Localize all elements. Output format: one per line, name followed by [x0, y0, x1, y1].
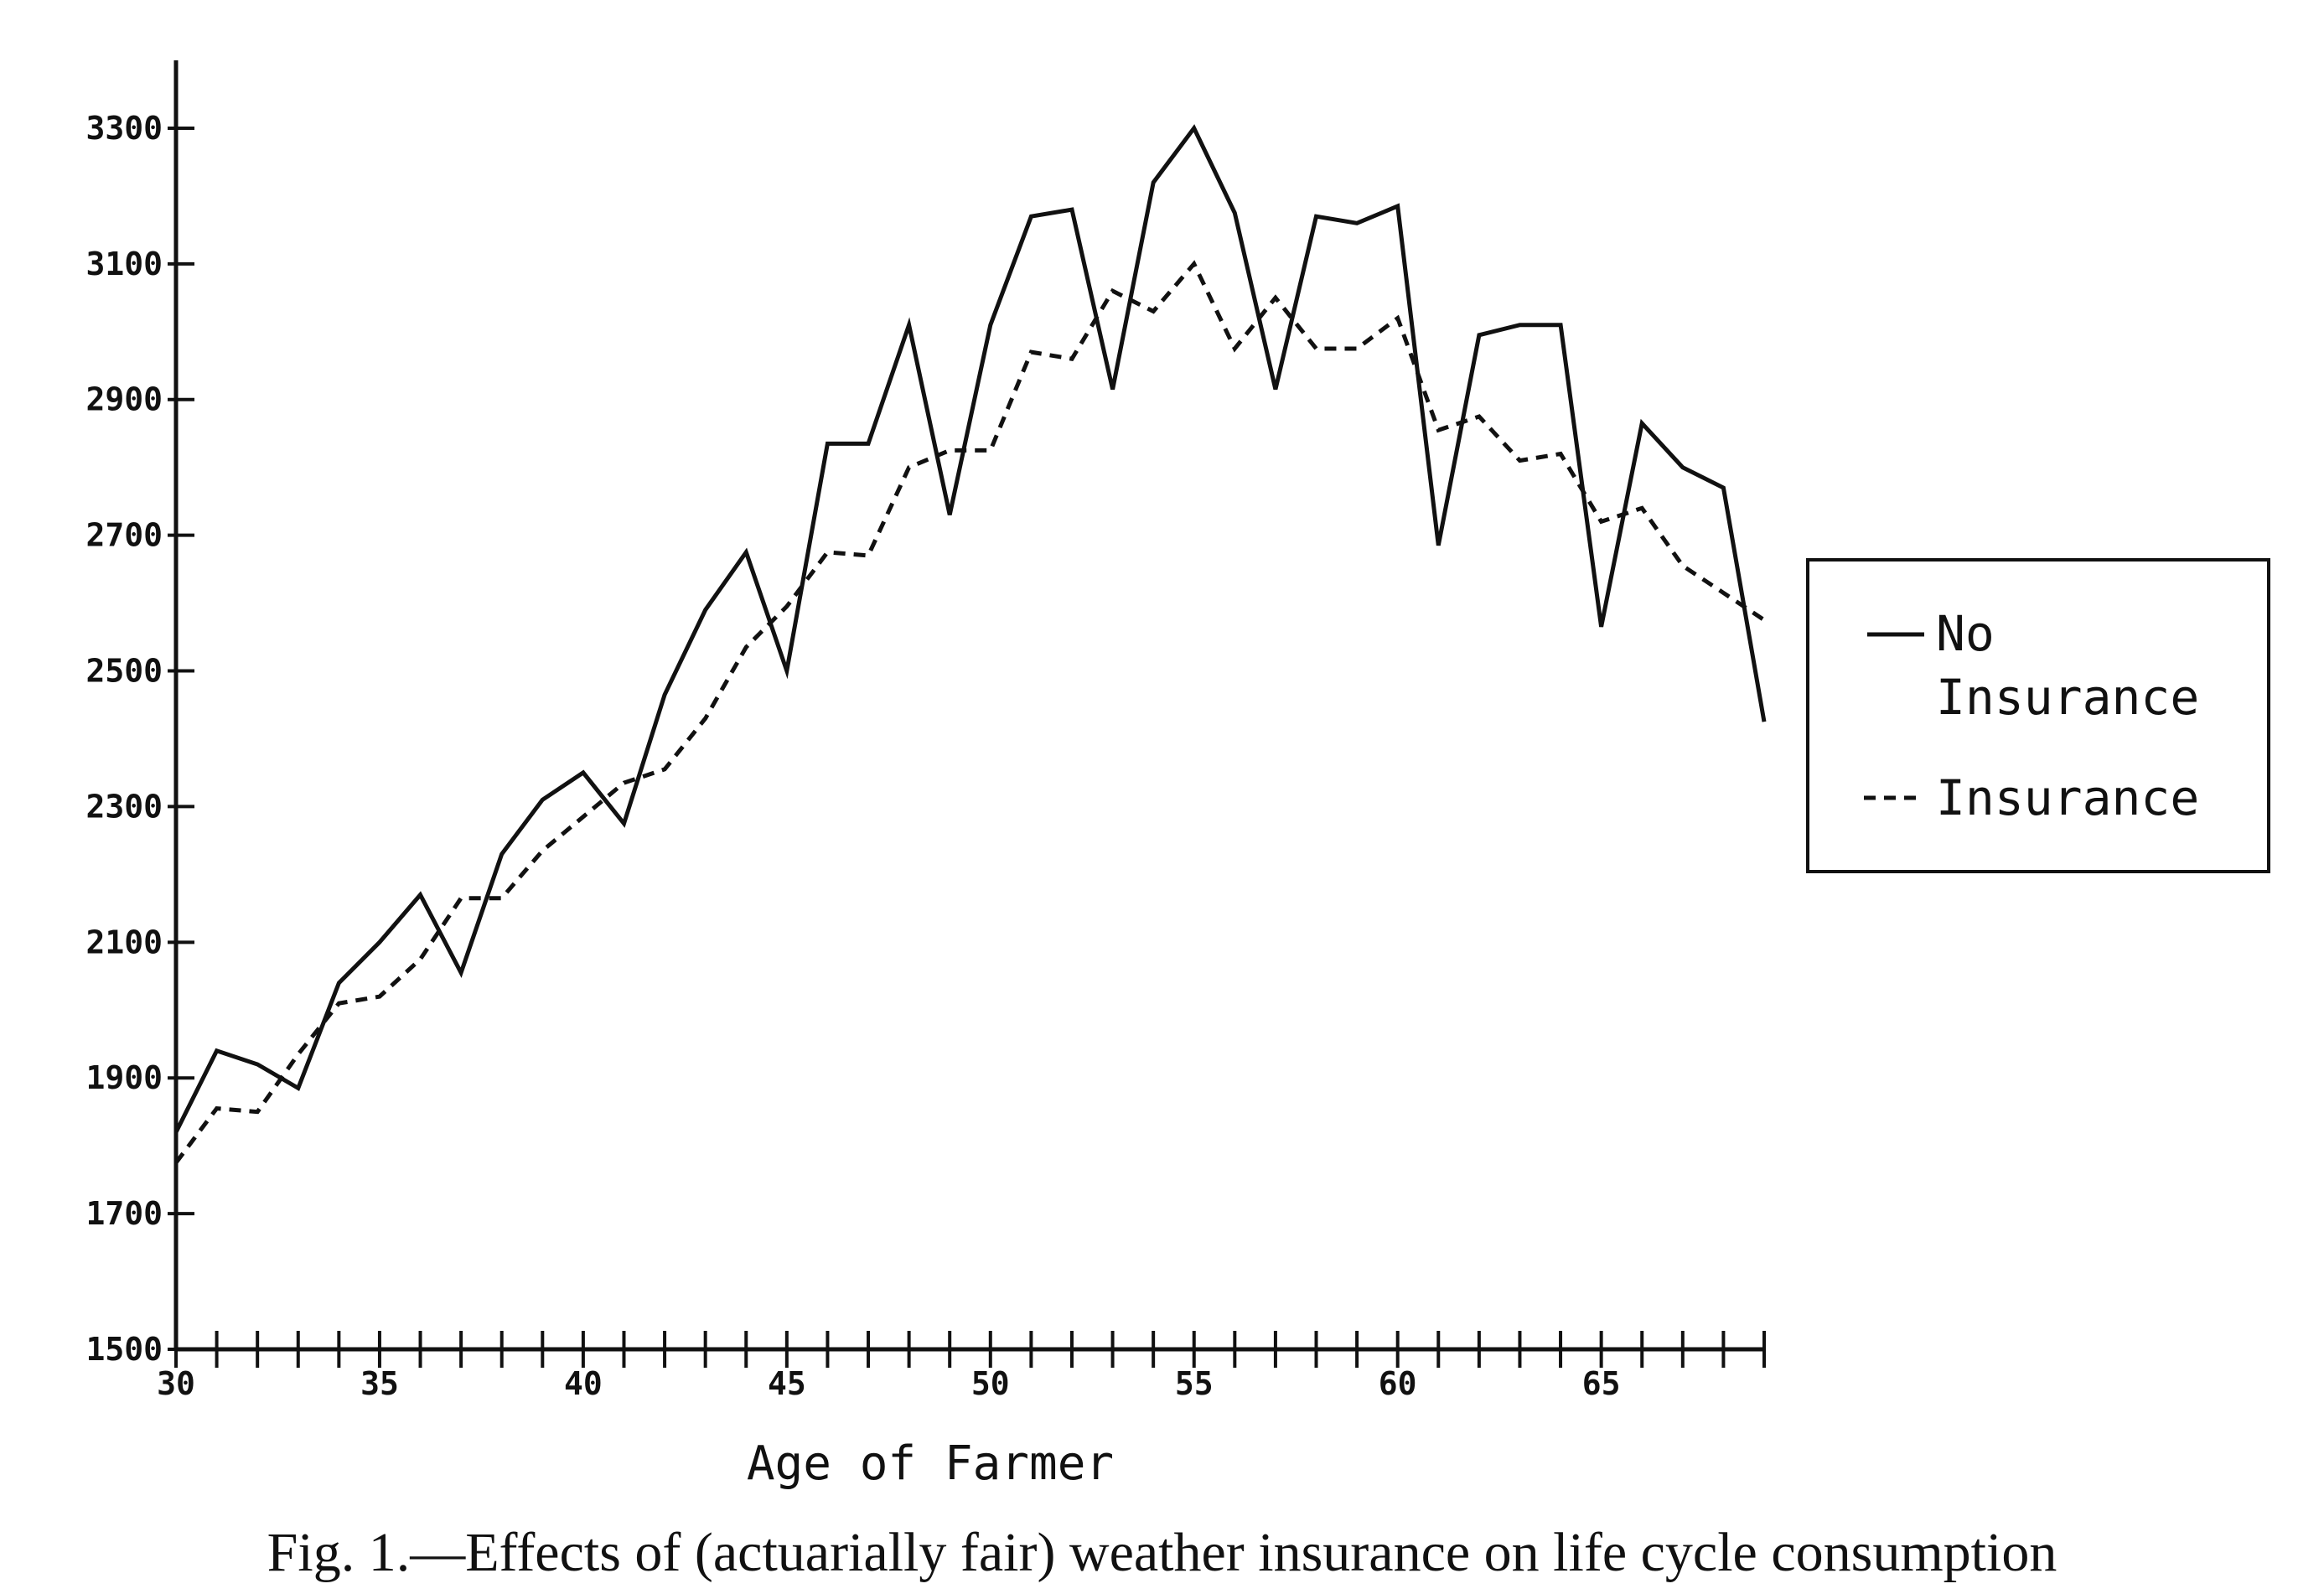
x-axis-title: Age of Farmer — [747, 1436, 1114, 1491]
y-tick-label: 2900 — [85, 381, 163, 418]
y-tick-group: 1500 1700 1900 2100 2300 2500 2700 2900 3100 3300 — [85, 110, 194, 1368]
x-tick-label: 50 — [971, 1365, 1010, 1402]
x-tick-group: 30 35 40 45 50 55 60 65 — [157, 1331, 1766, 1402]
y-tick-label: 2500 — [85, 653, 163, 690]
legend: No Insurance Insurance — [1806, 558, 2270, 873]
y-tick-label: 3100 — [85, 246, 163, 282]
legend-box — [1806, 558, 2270, 873]
x-tick-label: 60 — [1379, 1365, 1417, 1402]
x-tick-label: 55 — [1175, 1365, 1214, 1402]
x-tick-label: 45 — [768, 1365, 806, 1402]
y-axis: 1500 1700 1900 2100 2300 2500 2700 2900 3100 3300 — [85, 60, 194, 1368]
y-tick-label: 2300 — [85, 788, 163, 825]
legend-insurance-label: Insurance — [1936, 769, 2199, 826]
series-line-no-insurance — [173, 124, 1767, 1134]
y-tick-label: 1500 — [85, 1331, 163, 1368]
legend-no-insurance-label: No Insurance — [1936, 605, 2199, 726]
x-axis: 30 35 40 45 50 55 60 65 Age of Farmer — [157, 1331, 1766, 1491]
y-tick-label: 1900 — [85, 1059, 163, 1096]
x-tick-label: 35 — [360, 1365, 399, 1402]
series-line-insurance — [173, 260, 1766, 1164]
x-tick-label: 30 — [157, 1365, 195, 1402]
y-tick-label: 2100 — [85, 924, 163, 960]
figure-caption: Fig. 1.—Effects of (actuarially fair) we… — [267, 1522, 2057, 1583]
y-tick-label: 2700 — [85, 517, 163, 554]
y-tick-label: 1700 — [85, 1195, 163, 1232]
x-tick-label: 65 — [1582, 1365, 1621, 1402]
y-tick-label: 3300 — [85, 110, 163, 147]
line-chart: 1500 1700 1900 2100 2300 2500 2700 2900 3100 3300… — [85, 60, 2270, 1491]
series-group — [173, 124, 1767, 1164]
x-tick-label: 40 — [564, 1365, 603, 1402]
